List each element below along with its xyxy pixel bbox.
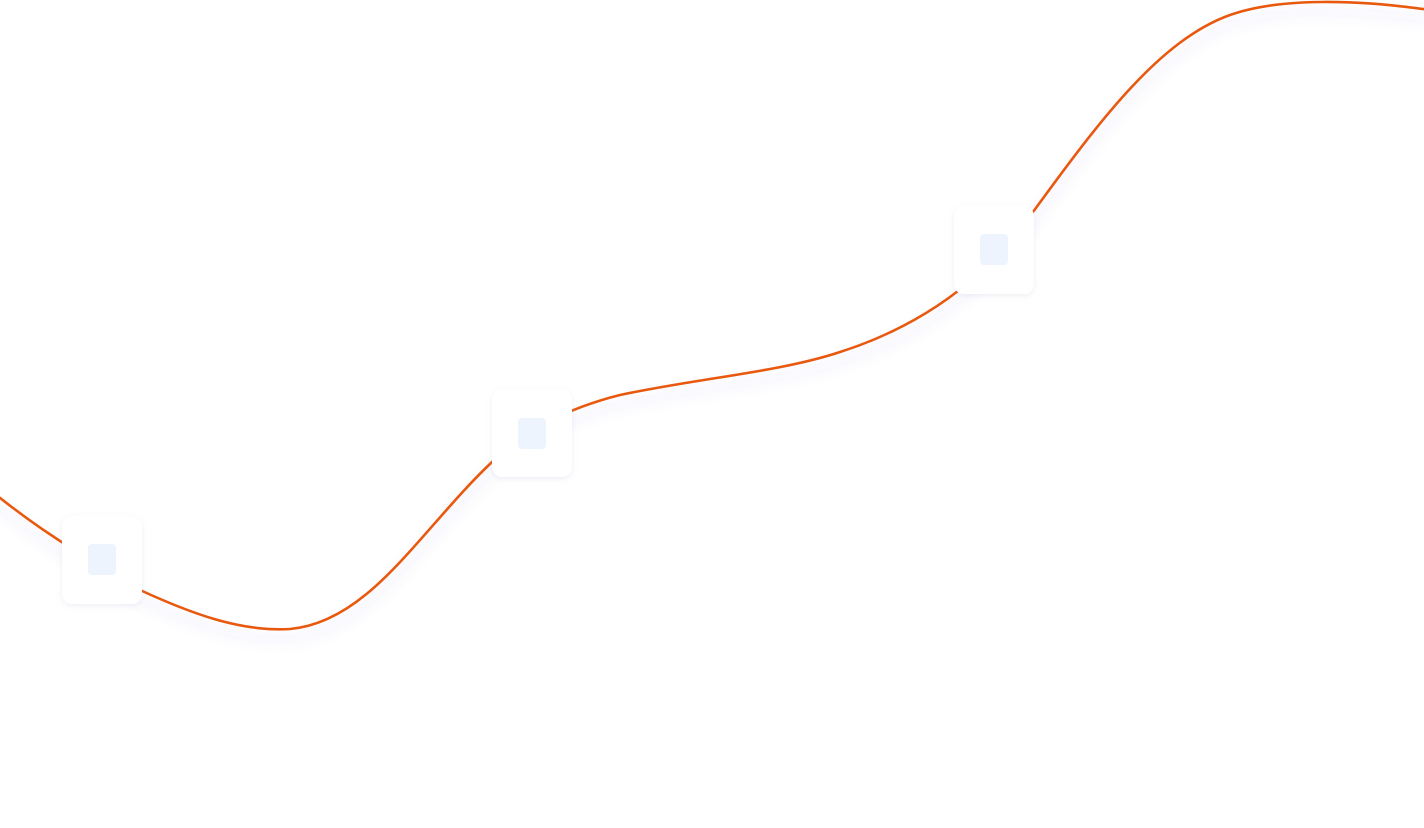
- node-card: [492, 389, 572, 477]
- node-card: [62, 516, 142, 604]
- node-card: [954, 206, 1034, 294]
- trend-curve: [0, 0, 1424, 631]
